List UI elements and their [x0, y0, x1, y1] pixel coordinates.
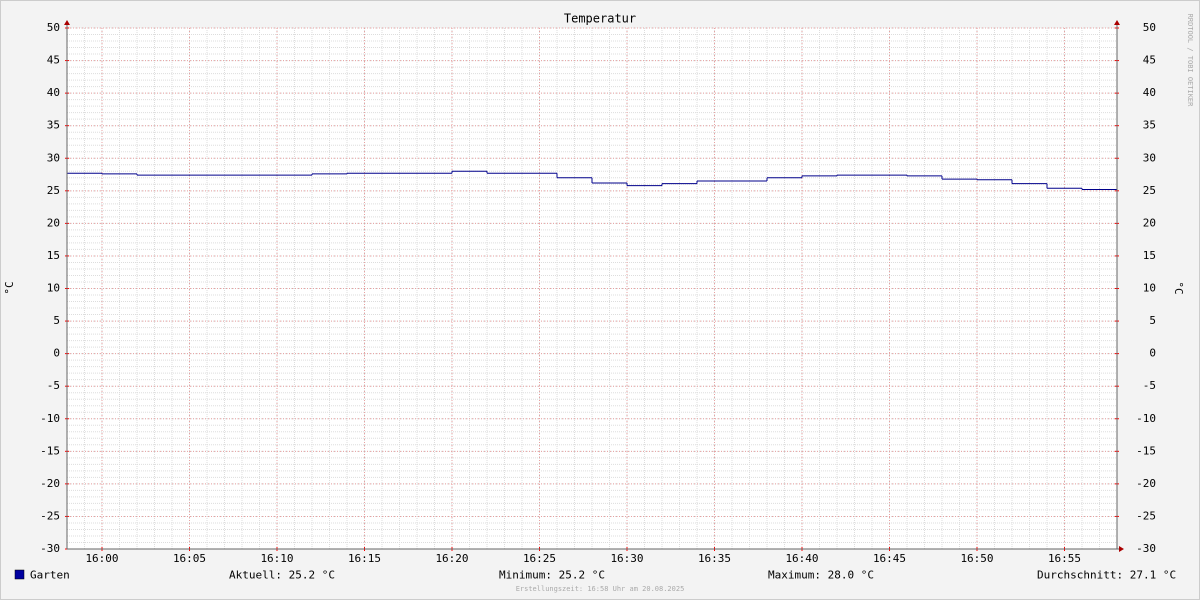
axis-arrow — [1114, 20, 1120, 25]
x-tick-label: 16:05 — [173, 552, 206, 565]
stat: Aktuell: 25.2 °C — [229, 569, 335, 582]
y-tick-label: 50 — [47, 21, 60, 34]
chart-title: Temperatur — [564, 12, 636, 26]
x-tick-label: 16:50 — [960, 552, 993, 565]
stat-label: Aktuell: — [229, 569, 282, 582]
y-tick-label: -5 — [47, 379, 60, 392]
x-tick-label: 16:30 — [610, 552, 643, 565]
y2-tick-label: -10 — [1136, 412, 1156, 425]
stat-label: Durchschnitt: — [1037, 569, 1123, 582]
y-tick-label: 0 — [53, 347, 60, 360]
y-tick-label: 10 — [47, 282, 60, 295]
axis-arrow — [1119, 546, 1124, 552]
y2-tick-label: 10 — [1143, 282, 1156, 295]
y-tick-label: 5 — [53, 314, 60, 327]
y2-tick-label: 50 — [1143, 21, 1156, 34]
y-tick-label: 20 — [47, 216, 60, 229]
y2-tick-label: 0 — [1149, 347, 1156, 360]
y2-tick-label: 35 — [1143, 119, 1156, 132]
x-tick-label: 16:10 — [260, 552, 293, 565]
y-tick-label: -10 — [40, 412, 60, 425]
legend-label: Garten — [30, 569, 70, 582]
y2-tick-label: 25 — [1143, 184, 1156, 197]
watermark: RRDTOOL / TOBI OETIKER — [1186, 14, 1194, 108]
stat-unit: °C — [861, 569, 874, 582]
y-tick-label: 15 — [47, 249, 60, 262]
stat-value: 27.1 — [1130, 569, 1157, 582]
y-tick-label: 35 — [47, 119, 60, 132]
y2-tick-label: 30 — [1143, 151, 1156, 164]
axis-arrow — [64, 20, 70, 25]
x-tick-label: 16:15 — [348, 552, 381, 565]
y-tick-label: -25 — [40, 509, 60, 522]
marks — [67, 170, 1117, 191]
y-tick-label: -15 — [40, 444, 60, 457]
stat: Durchschnitt: 27.1 °C — [1037, 569, 1176, 582]
stat-unit: °C — [592, 569, 605, 582]
y2-tick-label: -20 — [1136, 477, 1156, 490]
legend-swatch — [14, 569, 25, 580]
y2-tick-label: -15 — [1136, 444, 1156, 457]
y-tick-label: 45 — [47, 54, 60, 67]
y2-tick-label: 45 — [1143, 54, 1156, 67]
stat: Maximum: 28.0 °C — [768, 569, 874, 582]
footer: Erstellungszeit: 16:58 Uhr am 20.08.2025 — [516, 585, 685, 593]
stat: Minimum: 25.2 °C — [499, 569, 605, 582]
stat-value: 25.2 — [559, 569, 586, 582]
y2-tick-label: 5 — [1149, 314, 1156, 327]
x-tick-label: 16:25 — [523, 552, 556, 565]
y2-tick-label: 40 — [1143, 86, 1156, 99]
y2-tick-label: -25 — [1136, 509, 1156, 522]
y2-axis-label: °C — [1172, 281, 1185, 294]
y2-tick-label: -30 — [1136, 542, 1156, 555]
y2-tick-label: -5 — [1143, 379, 1156, 392]
y-axis-label: °C — [3, 281, 16, 294]
y-tick-label: 30 — [47, 151, 60, 164]
y2-tick-label: 15 — [1143, 249, 1156, 262]
y-tick-label: -30 — [40, 542, 60, 555]
y-tick-label: 40 — [47, 86, 60, 99]
stat-unit: °C — [322, 569, 335, 582]
x-tick-label: 16:55 — [1048, 552, 1081, 565]
x-tick-label: 16:45 — [873, 552, 906, 565]
x-tick-label: 16:00 — [85, 552, 118, 565]
y-tick-label: -20 — [40, 477, 60, 490]
stat-unit: °C — [1163, 569, 1176, 582]
x-tick-label: 16:20 — [435, 552, 468, 565]
stat-label: Minimum: — [499, 569, 552, 582]
stat-value: 28.0 — [828, 569, 855, 582]
y2-tick-label: 20 — [1143, 216, 1156, 229]
x-tick-label: 16:35 — [698, 552, 731, 565]
stat-label: Maximum: — [768, 569, 821, 582]
y-tick-label: 25 — [47, 184, 60, 197]
x-tick-label: 16:40 — [785, 552, 818, 565]
stat-value: 25.2 — [289, 569, 316, 582]
